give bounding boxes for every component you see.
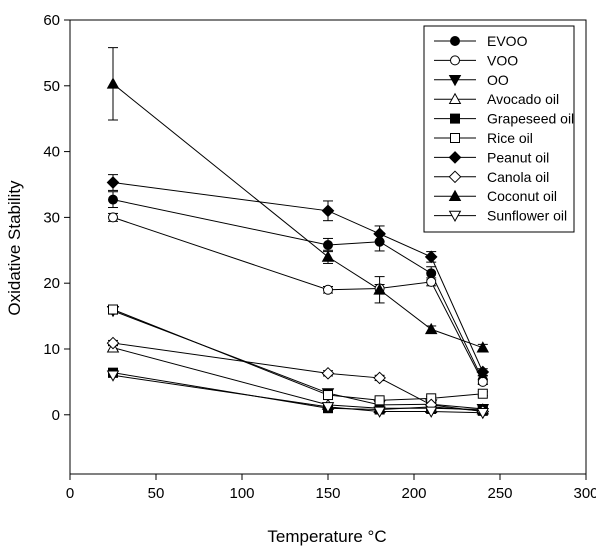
legend-marker-coconut-oil [448,189,462,202]
y-tick-label: 30 [43,209,60,226]
data-point-canola-oil [373,371,386,385]
legend-marker-voo [450,55,460,66]
data-point-sunflower-oil [373,406,386,418]
x-tick-label: 0 [66,485,74,502]
legend-marker-sunflower-oil [448,210,462,223]
series-line-voo [112,216,484,383]
data-point-sunflower-oil [321,402,335,414]
x-tick-label: 150 [315,485,340,502]
data-point-evoo [426,268,437,279]
legend: EVOO VOO OO Avocado oil Grapeseed oil Rice oi… [423,25,575,233]
x-tick-label: 250 [487,485,512,502]
x-axis-title: Temperature °C [267,527,386,546]
axes: 0 50 100 150 200 250 300 0 10 20 30 40 50 60 [43,12,596,502]
x-tick-label: 100 [229,485,254,502]
legend-label-peanut-oil: Peanut oil [487,149,549,165]
legend-marker-canola-oil [448,170,462,184]
data-point-coconut-oil [106,77,120,89]
data-point-voo [477,376,488,387]
data-point-peanut-oil [106,176,120,189]
data-point-evoo [323,240,333,251]
y-tick-label: 10 [43,341,60,358]
legend-marker-peanut-oil [448,151,462,164]
legend-label-voo: VOO [487,52,518,68]
data-point-evoo [108,194,118,205]
y-axis-title: Oxidative Stability [5,180,24,316]
data-point-canola-oil [106,336,120,350]
series-markers [106,77,490,420]
data-point-coconut-oil [476,341,490,353]
x-tick-label: 300 [573,485,596,502]
data-point-rice-oil [323,390,333,401]
y-tick-label: 60 [43,12,60,29]
data-point-sunflower-oil [106,370,120,382]
legend-marker-grapeseed-oil [450,113,460,124]
data-point-peanut-oil [321,204,335,218]
y-tick-label: 0 [52,407,60,424]
data-point-peanut-oil [424,250,438,264]
y-tick-label: 50 [43,78,60,95]
legend-label-grapeseed-oil: Grapeseed oil [487,111,574,127]
legend-marker-rice-oil [450,133,460,143]
data-point-peanut-oil [476,365,490,379]
legend-marker-oo [448,74,462,87]
data-point-voo [108,212,118,223]
data-point-voo [426,276,437,287]
x-tick-label: 50 [148,485,165,502]
data-point-canola-oil [321,366,335,380]
data-point-voo [323,284,333,295]
y-tick-label: 40 [43,144,60,161]
legend-label-avocado-oil: Avocado oil [487,91,559,107]
legend-label-canola-oil: Canola oil [487,169,549,185]
x-tick-label: 200 [401,485,426,502]
legend-label-rice-oil: Rice oil [487,130,533,146]
legend-label-sunflower-oil: Sunflower oil [487,208,567,224]
data-point-sunflower-oil [476,407,490,420]
data-point-rice-oil [477,388,488,399]
data-point-coconut-oil [321,250,335,262]
data-point-coconut-oil [373,283,386,295]
data-point-rice-oil [108,304,118,315]
data-point-coconut-oil [424,322,438,335]
legend-label-evoo: EVOO [487,33,528,49]
legend-label-coconut-oil: Coconut oil [487,188,557,204]
y-tick-label: 20 [43,275,60,292]
data-point-rice-oil [374,395,385,406]
legend-marker-evoo [450,36,460,46]
legend-marker-avocado-oil [448,92,462,105]
series-line-rice-oil [112,309,483,401]
legend-label-oo: OO [487,72,509,88]
data-point-peanut-oil [373,227,386,241]
data-point-sunflower-oil [424,406,438,418]
